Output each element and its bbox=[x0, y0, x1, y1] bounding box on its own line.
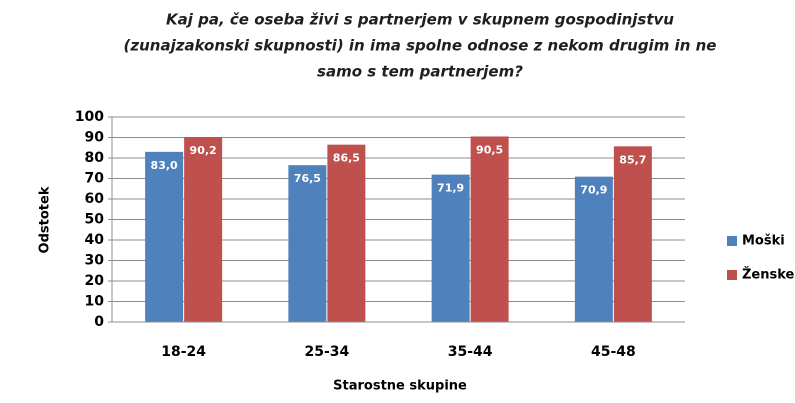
data-label: 70,9 bbox=[580, 184, 607, 197]
chart-title: Kaj pa, če oseba živi s partnerjem v sku… bbox=[166, 11, 674, 29]
x-tick-label: 18-24 bbox=[161, 344, 206, 360]
y-tick-label: 50 bbox=[85, 212, 105, 228]
data-label: 90,2 bbox=[190, 144, 217, 157]
legend-label: Ženske bbox=[742, 267, 795, 283]
y-tick-label: 70 bbox=[85, 171, 105, 187]
bar bbox=[145, 151, 184, 322]
data-label: 83,0 bbox=[151, 159, 178, 172]
chart-title: samo s tem partnerjem? bbox=[317, 63, 523, 81]
data-label: 76,5 bbox=[294, 172, 321, 185]
y-tick-label: 90 bbox=[85, 130, 105, 146]
legend-swatch bbox=[727, 236, 737, 246]
x-tick-label: 25-34 bbox=[304, 344, 349, 360]
legend-label: Moški bbox=[742, 234, 785, 249]
y-axis-label: Odstotek bbox=[38, 186, 53, 253]
bar bbox=[288, 165, 327, 322]
data-label: 86,5 bbox=[333, 152, 360, 165]
bar bbox=[613, 146, 652, 322]
y-tick-label: 10 bbox=[85, 294, 105, 310]
y-tick-label: 20 bbox=[85, 273, 105, 289]
bar bbox=[184, 137, 223, 322]
y-tick-label: 40 bbox=[85, 232, 105, 248]
chart-title: (zunajzakonski skupnosti) in ima spolne … bbox=[124, 37, 717, 55]
x-tick-label: 45-48 bbox=[591, 344, 636, 360]
data-label: 71,9 bbox=[437, 182, 464, 195]
y-tick-label: 100 bbox=[75, 109, 104, 125]
y-tick-label: 0 bbox=[94, 314, 104, 330]
legend-swatch bbox=[727, 270, 737, 280]
y-tick-label: 30 bbox=[85, 253, 105, 269]
bar bbox=[327, 144, 366, 322]
y-tick-label: 60 bbox=[85, 191, 105, 207]
bar bbox=[470, 136, 509, 322]
x-tick-label: 35-44 bbox=[448, 344, 493, 360]
y-tick-label: 80 bbox=[85, 150, 105, 166]
bar bbox=[574, 176, 613, 322]
bar bbox=[431, 174, 470, 322]
data-label: 85,7 bbox=[619, 153, 646, 166]
data-label: 90,5 bbox=[476, 143, 503, 156]
x-axis-label: Starostne skupine bbox=[333, 379, 467, 394]
